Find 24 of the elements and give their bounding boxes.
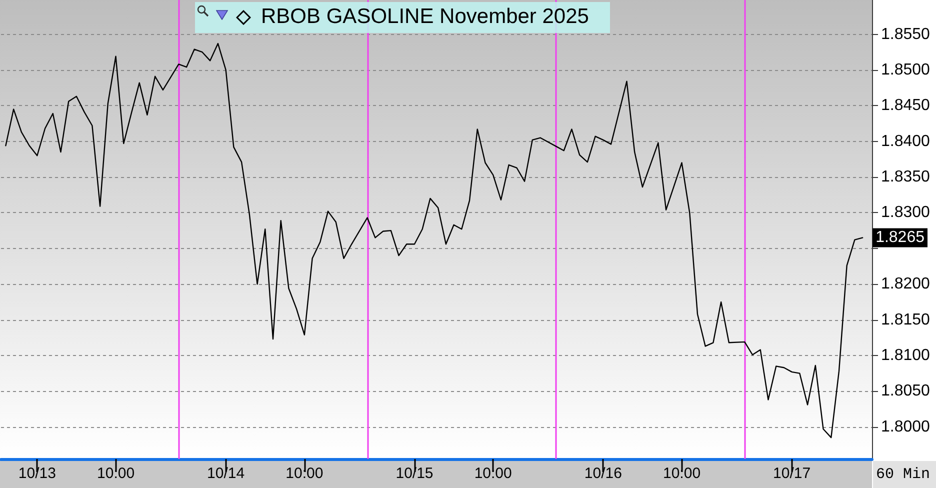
x-tick-label: 10:00 xyxy=(286,465,324,482)
chart-title: RBOB GASOLINE November 2025 xyxy=(261,5,589,29)
x-tick-label: 10/13 xyxy=(18,465,56,482)
x-tick-label: 10/14 xyxy=(207,465,245,482)
y-tick-label: 1.8450 xyxy=(881,97,930,114)
x-tick-label: 10:00 xyxy=(96,465,135,482)
y-tick-label: 1.8300 xyxy=(881,204,930,222)
y-tick-label: 1.8350 xyxy=(881,168,930,186)
y-tick-label: 1.8150 xyxy=(881,311,930,328)
y-tick-label: 1.8500 xyxy=(881,61,930,78)
data-label: 1.8265 xyxy=(876,229,925,246)
x-tick-label: 10:00 xyxy=(662,465,701,482)
y-tick-label: 1.8000 xyxy=(881,418,930,436)
line-series xyxy=(5,42,864,438)
y-tick-label: 1.8050 xyxy=(881,382,930,400)
y-tick-label: 1.8550 xyxy=(881,26,930,43)
x-tick-label: 10/15 xyxy=(396,465,434,482)
x-tick-label: 10/17 xyxy=(773,465,811,482)
text: 60 Min xyxy=(876,466,930,483)
y-tick-label: 1.8200 xyxy=(881,276,930,293)
x-tick-label: 10:00 xyxy=(474,465,512,482)
y-tick-label: 1.8400 xyxy=(881,132,930,150)
y-tick-label: 1.8100 xyxy=(881,346,930,364)
x-tick-label: 10/16 xyxy=(584,465,622,482)
